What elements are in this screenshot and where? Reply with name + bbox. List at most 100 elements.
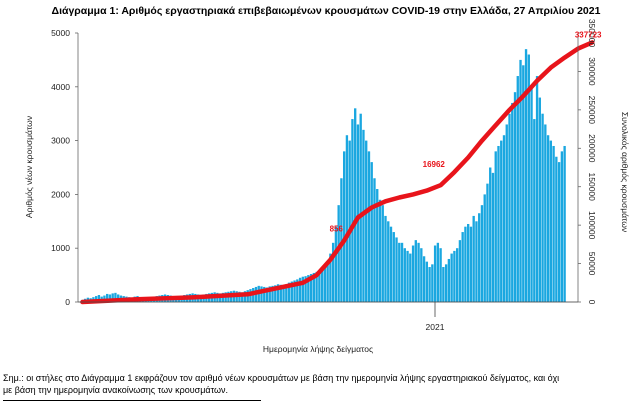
bar: [354, 108, 357, 302]
bar: [398, 242, 401, 302]
bar: [326, 261, 329, 302]
annotations: 337723 16962 856: [330, 30, 603, 233]
footnote: Σημ.: οι στήλες στο Διάγραμμα 1 εκφράζου…: [3, 372, 637, 396]
bar: [94, 296, 98, 302]
bar: [538, 97, 541, 302]
bar: [516, 76, 519, 302]
bar: [348, 140, 351, 302]
bar: [287, 282, 291, 302]
bar: [309, 274, 313, 302]
bar: [298, 277, 302, 302]
bar: [511, 102, 514, 302]
bar: [420, 248, 423, 302]
bar: [483, 194, 486, 302]
right-tick-label: 50000: [587, 252, 597, 276]
bar: [384, 215, 387, 302]
left-tick-label: 2000: [51, 189, 70, 199]
bar: [544, 124, 547, 303]
bar: [403, 248, 406, 302]
bar: [389, 226, 393, 302]
bar: [268, 286, 271, 302]
chart-title: Διάγραμμα 1: Αριθμός εργαστηριακά επιβεβ…: [52, 5, 601, 17]
bar: [458, 240, 462, 302]
bar: [505, 124, 508, 303]
bar: [414, 240, 417, 302]
bar: [541, 113, 544, 302]
bar: [106, 293, 109, 302]
bar: [467, 223, 470, 302]
bar: [450, 253, 453, 302]
bar: [323, 265, 327, 302]
bar: [406, 250, 409, 302]
right-tick-label: 250000: [587, 96, 597, 125]
bar: [274, 285, 277, 302]
bar: [502, 135, 506, 302]
bar: [373, 178, 376, 302]
bar: [111, 293, 114, 302]
bar: [508, 113, 511, 302]
right-tick-label: 100000: [587, 211, 597, 240]
bar: [337, 205, 340, 302]
bar: [387, 221, 390, 302]
bar: [367, 151, 371, 302]
bar: [304, 276, 307, 302]
bar: [108, 294, 112, 302]
bar: [279, 284, 282, 302]
bar: [334, 226, 338, 302]
bar: [351, 119, 354, 302]
left-tick-label: 1000: [51, 243, 70, 253]
bar: [365, 140, 368, 302]
bar: [497, 145, 500, 302]
bar: [560, 151, 564, 302]
right-tick-label: 350000: [587, 19, 597, 48]
bar: [425, 261, 429, 302]
bar: [535, 76, 539, 302]
bar: [392, 232, 395, 302]
bar: [428, 267, 431, 302]
bar: [480, 205, 484, 302]
bar: [436, 242, 440, 302]
left-tick-label: 0: [65, 297, 70, 307]
bar: [464, 226, 467, 302]
bar: [433, 245, 437, 302]
bar: [409, 253, 412, 302]
bar: [97, 295, 101, 302]
annotation-label: 337723: [575, 30, 602, 39]
bar: [500, 140, 503, 302]
bar: [263, 286, 266, 302]
bar: [522, 65, 525, 302]
bar: [260, 286, 263, 302]
right-axis-ticks: 0 50000 100000 150000 200000 250000 300000 3500…: [578, 19, 597, 305]
bar: [315, 271, 318, 302]
bar: [422, 256, 426, 302]
bar: [552, 145, 555, 302]
annotation-label: 856: [330, 225, 344, 234]
bar: [395, 237, 398, 302]
right-axis-title: Συνολικός αριθμός κρουσμάτων: [620, 112, 630, 232]
footnote-line-1: Σημ.: οι στήλες στο Διάγραμμα 1 εκφράζου…: [3, 373, 560, 383]
bar: [290, 281, 293, 302]
bar: [293, 280, 296, 302]
bar: [376, 189, 379, 302]
bar: [478, 213, 481, 302]
bar: [400, 242, 404, 302]
bar: [241, 292, 244, 302]
bar: [557, 162, 561, 302]
bar: [307, 275, 310, 302]
bar: [320, 268, 324, 302]
left-tick-label: 3000: [51, 136, 70, 146]
bar: [265, 287, 269, 302]
bar: [563, 145, 566, 302]
bar: [549, 140, 553, 302]
annotation-label: 16962: [423, 160, 446, 169]
bar: [530, 86, 533, 302]
right-tick-label: 300000: [587, 57, 597, 86]
bar: [296, 279, 299, 302]
bar: [340, 178, 343, 302]
bar: [469, 226, 473, 302]
bar: [329, 253, 332, 302]
footnote-underline: [3, 400, 261, 401]
bar: [359, 113, 362, 302]
bar: [546, 135, 550, 302]
bar: [472, 215, 475, 302]
